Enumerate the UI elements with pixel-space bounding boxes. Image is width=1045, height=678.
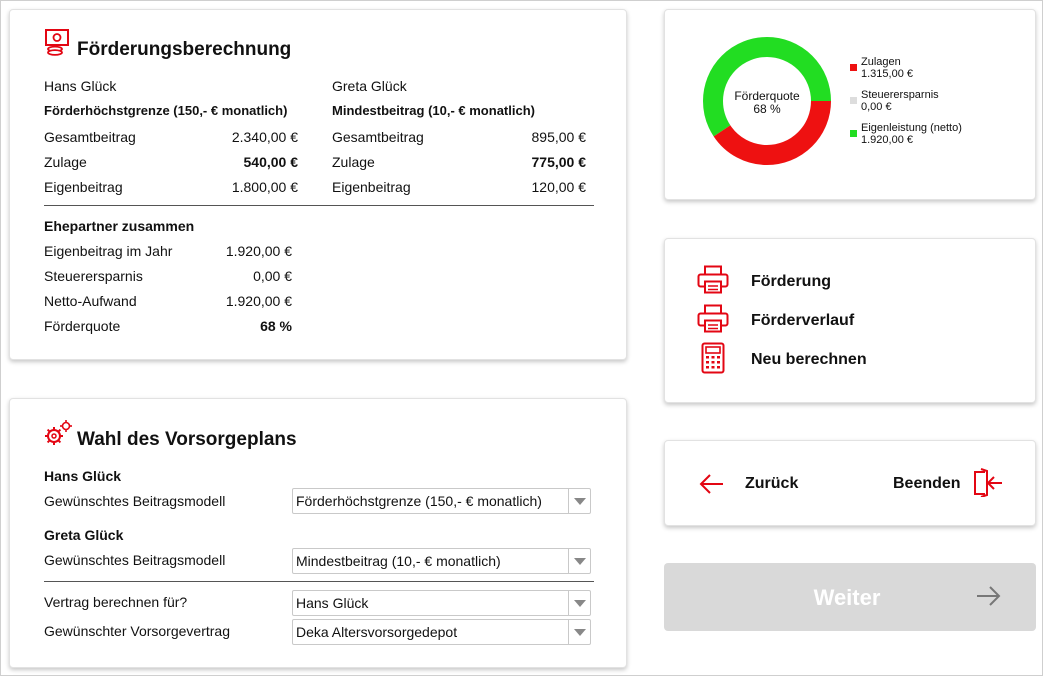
- chevron-down-icon[interactable]: [568, 591, 590, 615]
- legend-value-eigenleistung: 1.920,00 €: [861, 134, 913, 146]
- legend-swatch-zulagen: [850, 64, 857, 71]
- together-netto-label: Netto-Aufwand: [44, 293, 137, 309]
- gears-icon: [44, 419, 74, 447]
- vorsorge-person1-name: Hans Glück: [44, 468, 122, 484]
- navigation-card: Zurück Beenden: [664, 440, 1036, 526]
- foerderung-action-label: Förderung: [751, 273, 831, 290]
- weiter-button[interactable]: Weiter: [664, 563, 1036, 631]
- foerderverlauf-print-action[interactable]: Förderverlauf: [695, 303, 995, 337]
- p2-zulage-value: 775,00 €: [531, 154, 587, 170]
- p1-zulage-value: 540,00 €: [243, 154, 299, 170]
- together-netto-value: 1.920,00 €: [225, 293, 292, 309]
- person1-name: Hans Glück: [44, 78, 117, 94]
- p2-eigenbeitrag-label: Eigenbeitrag: [332, 179, 411, 195]
- together-quote-label: Förderquote: [44, 318, 121, 334]
- select-value: Deka Altersvorsorgedepot: [296, 624, 458, 640]
- p1-eigenbeitrag-value: 1.800,00 €: [231, 179, 298, 195]
- donut-center-value: 68 %: [753, 102, 781, 116]
- p2-zulage-label: Zulage: [332, 154, 375, 170]
- chevron-down-icon[interactable]: [568, 489, 590, 513]
- calculator-icon: [701, 342, 725, 379]
- person2-name: Greta Glück: [332, 78, 407, 94]
- chart-card: Förderquote 68 % Zulagen 1.315,00 € Steu…: [664, 9, 1036, 200]
- vorsorge-title: Wahl des Vorsorgeplans: [77, 429, 297, 450]
- chevron-down-icon[interactable]: [568, 620, 590, 644]
- together-quote-value: 68 %: [260, 318, 292, 334]
- donut-center-label: Förderquote: [734, 89, 800, 103]
- zurueck-button[interactable]: Zurück: [699, 469, 819, 499]
- neu-berechnen-action-label: Neu berechnen: [751, 351, 867, 368]
- p2-gesamtbeitrag-label: Gesamtbeitrag: [332, 129, 424, 145]
- person2-model: Mindestbeitrag (10,- € monatlich): [332, 103, 535, 118]
- beenden-button[interactable]: Beenden: [891, 465, 1011, 499]
- weiter-label: Weiter: [813, 585, 881, 610]
- vorsorge-card: Wahl des Vorsorgeplans Hans Glück Gewüns…: [9, 398, 627, 668]
- vertrag-fuer-label: Vertrag berechnen für?: [44, 594, 188, 610]
- money-icon: [44, 28, 72, 56]
- beenden-label: Beenden: [893, 475, 961, 492]
- together-eigenbeitrag-label: Eigenbeitrag im Jahr: [44, 243, 173, 259]
- printer-icon: [697, 265, 729, 300]
- legend-label-steuerersparnis: Steuerersparnis: [861, 89, 939, 101]
- legend-label-zulagen: Zulagen: [861, 56, 901, 68]
- person1-model: Förderhöchstgrenze (150,- € monatlich): [44, 103, 288, 118]
- vorsorgevertrag-select[interactable]: Deka Altersvorsorgedepot: [292, 619, 591, 645]
- vorsorge-person1-label: Gewünschtes Beitragsmodell: [44, 493, 226, 509]
- select-value: Förderhöchstgrenze (150,- € monatlich): [296, 493, 542, 509]
- legend-value-zulagen: 1.315,00 €: [861, 68, 913, 80]
- vorsorge-divider: [44, 581, 594, 582]
- vorsorge-person2-label: Gewünschtes Beitragsmodell: [44, 552, 226, 568]
- foerderverlauf-action-label: Förderverlauf: [751, 312, 855, 329]
- p2-gesamtbeitrag-value: 895,00 €: [531, 129, 587, 145]
- legend-value-steuerersparnis: 0,00 €: [861, 101, 892, 113]
- legend-swatch-steuerersparnis: [850, 97, 857, 104]
- actions-card: Förderung Förderverlauf: [664, 238, 1036, 403]
- foerderquote-donut-chart: [703, 37, 831, 165]
- printer-icon: [697, 304, 729, 339]
- foerderung-divider: [44, 205, 594, 206]
- foerderung-title: Förderungsberechnung: [77, 39, 292, 60]
- person2-beitragsmodell-select[interactable]: Mindestbeitrag (10,- € monatlich): [292, 548, 591, 574]
- together-heading: Ehepartner zusammen: [44, 218, 195, 234]
- vertrag-fuer-select[interactable]: Hans Glück: [292, 590, 591, 616]
- p1-gesamtbeitrag-label: Gesamtbeitrag: [44, 129, 136, 145]
- p2-eigenbeitrag-value: 120,00 €: [531, 179, 587, 195]
- select-value: Mindestbeitrag (10,- € monatlich): [296, 553, 501, 569]
- p1-zulage-label: Zulage: [44, 154, 87, 170]
- arrow-right-icon: [975, 585, 1001, 612]
- donut-segment-2: [703, 37, 831, 165]
- chevron-down-icon[interactable]: [568, 549, 590, 573]
- neu-berechnen-action[interactable]: Neu berechnen: [695, 342, 995, 376]
- p1-gesamtbeitrag-value: 2.340,00 €: [231, 129, 298, 145]
- exit-door-icon: [973, 467, 1003, 502]
- vorsorgevertrag-label: Gewünschter Vorsorgevertrag: [44, 623, 230, 639]
- foerderung-card: Förderungsberechnung Hans Glück Greta Gl…: [9, 9, 627, 360]
- foerderung-print-action[interactable]: Förderung: [695, 264, 995, 298]
- p1-eigenbeitrag-label: Eigenbeitrag: [44, 179, 123, 195]
- legend-label-eigenleistung: Eigenleistung (netto): [861, 122, 962, 134]
- vorsorge-person2-name: Greta Glück: [44, 527, 124, 543]
- together-steuer-value: 0,00 €: [253, 268, 292, 284]
- select-value: Hans Glück: [296, 595, 369, 611]
- together-eigenbeitrag-value: 1.920,00 €: [225, 243, 292, 259]
- zurueck-label: Zurück: [745, 475, 799, 492]
- legend-swatch-eigenleistung: [850, 130, 857, 137]
- person1-beitragsmodell-select[interactable]: Förderhöchstgrenze (150,- € monatlich): [292, 488, 591, 514]
- together-steuer-label: Steuerersparnis: [44, 268, 143, 284]
- arrow-left-icon: [699, 473, 725, 500]
